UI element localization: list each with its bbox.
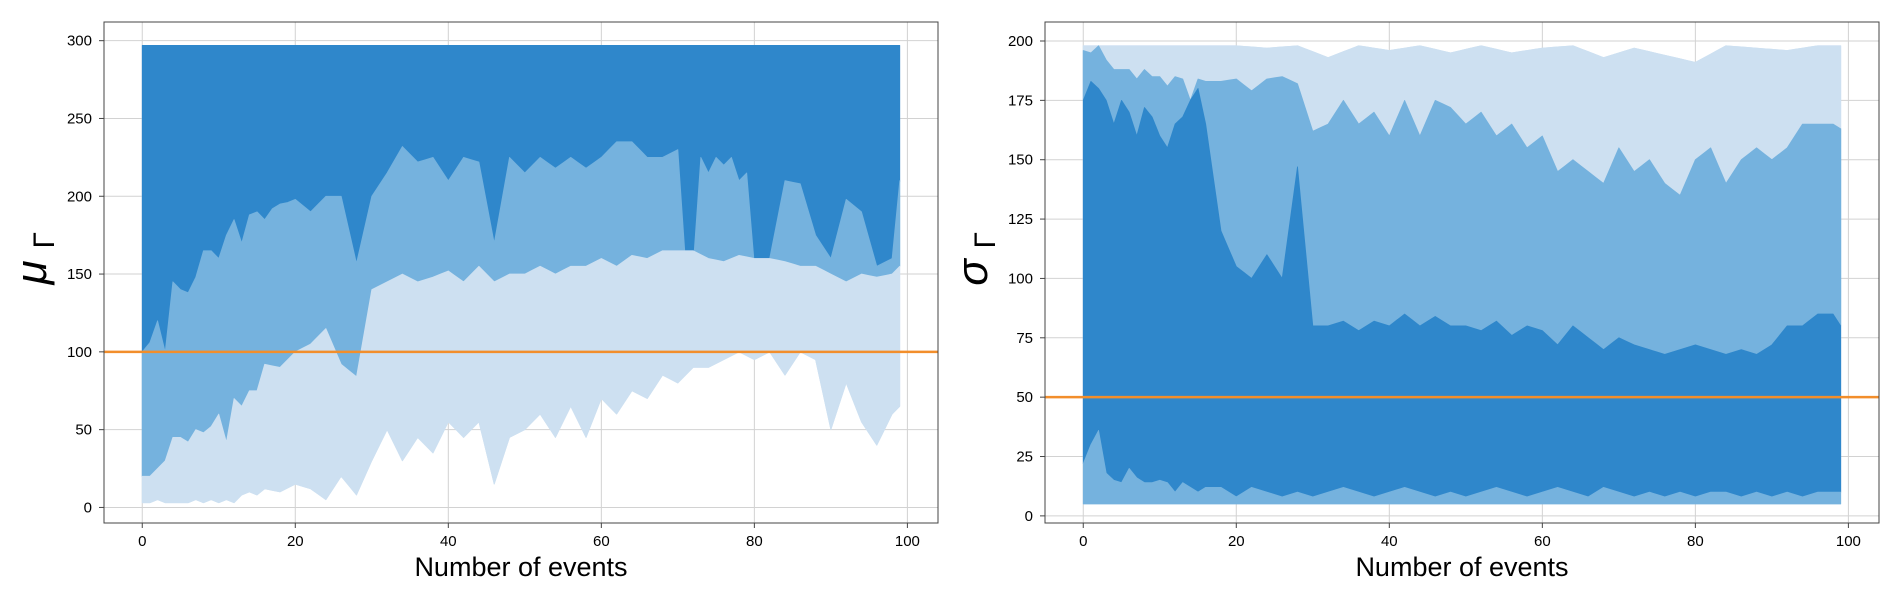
y-tick-label: 150 bbox=[67, 266, 92, 283]
medium-lower-band bbox=[1082, 429, 1842, 505]
y-tick-label: 125 bbox=[1008, 211, 1033, 228]
x-tick-label: 20 bbox=[287, 533, 304, 550]
axes-frame bbox=[1044, 21, 1880, 524]
y-tick-label: 0 bbox=[1025, 508, 1033, 525]
y-tick-label: 200 bbox=[1008, 33, 1033, 50]
x-axis: 0 20 40 60 80 100 bbox=[138, 523, 920, 550]
y-axis: 0 25 50 75 100 125 150 175 200 bbox=[1008, 33, 1045, 525]
axes-frame bbox=[103, 21, 939, 524]
x-tick-label: 0 bbox=[1079, 533, 1087, 550]
y-axis-subscript: Γ bbox=[28, 232, 61, 249]
y-tick-label: 250 bbox=[67, 110, 92, 127]
y-axis: 0 50 100 150 200 250 300 bbox=[67, 33, 104, 516]
y-axis-subscript: Γ bbox=[969, 232, 1002, 249]
y-tick-label: 75 bbox=[1016, 330, 1033, 347]
x-axis-label: Number of events bbox=[1355, 552, 1568, 582]
x-tick-label: 0 bbox=[138, 533, 146, 550]
x-axis-label: Number of events bbox=[414, 552, 627, 582]
y-tick-label: 0 bbox=[84, 499, 92, 516]
x-tick-label: 20 bbox=[1228, 533, 1245, 550]
y-tick-label: 200 bbox=[67, 188, 92, 205]
x-tick-label: 60 bbox=[1534, 533, 1551, 550]
x-tick-label: 100 bbox=[895, 533, 920, 550]
x-tick-label: 100 bbox=[1836, 533, 1861, 550]
y-tick-label: 300 bbox=[67, 33, 92, 50]
y-tick-label: 50 bbox=[1016, 389, 1033, 406]
y-tick-label: 25 bbox=[1016, 449, 1033, 466]
chart-panel-2: 0 20 40 60 80 100 0 25 50 75 100 125 150 175 200 Number… bbox=[948, 21, 1880, 582]
light-lower-band bbox=[141, 250, 901, 504]
y-axis-symbol: σ bbox=[948, 258, 997, 286]
x-tick-label: 80 bbox=[746, 533, 763, 550]
x-tick-label: 40 bbox=[440, 533, 457, 550]
x-tick-label: 60 bbox=[593, 533, 610, 550]
y-axis-label: μΓ bbox=[7, 232, 61, 286]
chart-panel-1: 0 20 40 60 80 100 0 50 100 150 200 250 300 Number of … bbox=[7, 21, 939, 582]
y-tick-label: 100 bbox=[1008, 270, 1033, 287]
y-tick-label: 175 bbox=[1008, 92, 1033, 109]
y-axis-label: σΓ bbox=[948, 232, 1002, 286]
x-tick-label: 40 bbox=[1381, 533, 1398, 550]
y-tick-label: 150 bbox=[1008, 152, 1033, 169]
x-axis: 0 20 40 60 80 100 bbox=[1079, 523, 1861, 550]
y-tick-label: 100 bbox=[67, 344, 92, 361]
x-tick-label: 80 bbox=[1687, 533, 1704, 550]
y-axis-symbol: μ bbox=[7, 260, 56, 285]
y-tick-label: 50 bbox=[75, 422, 92, 439]
